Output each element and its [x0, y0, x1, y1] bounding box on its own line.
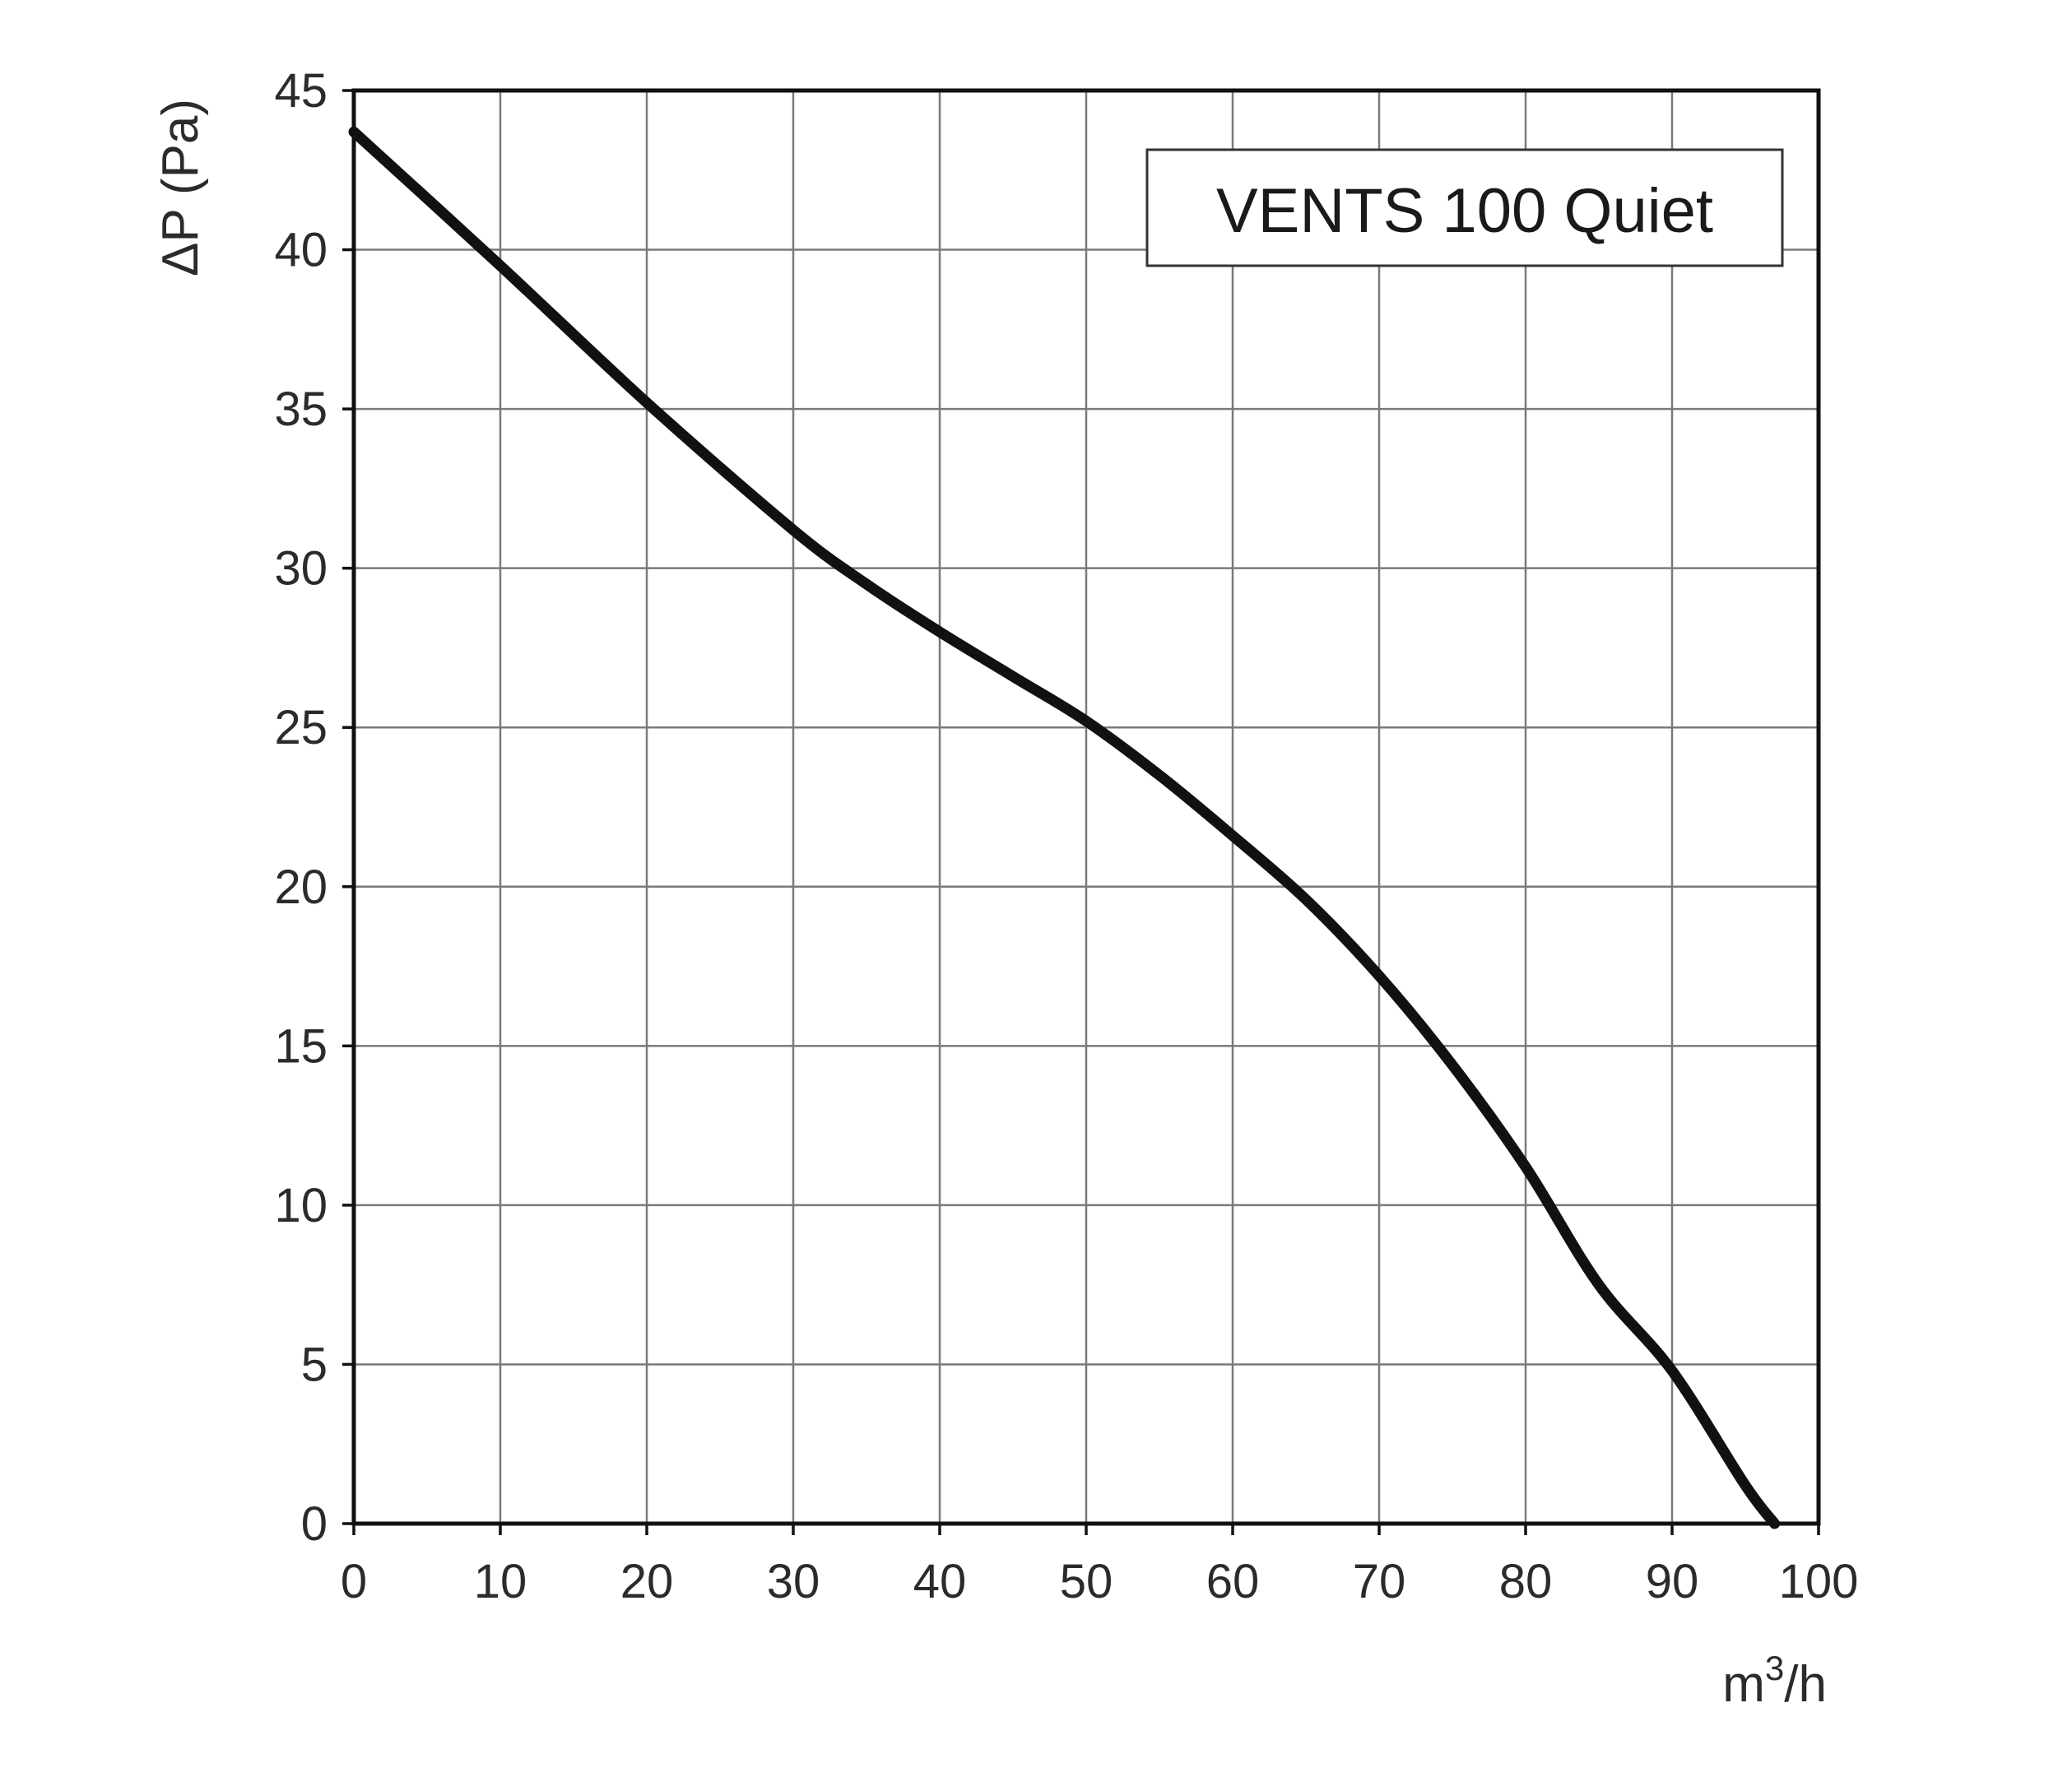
y-axis-title: ΔP (Pa) [152, 99, 209, 276]
series-line [348, 126, 1781, 1529]
data-point [1745, 1485, 1746, 1486]
y-tick-label: 5 [301, 1338, 328, 1391]
y-tick-label: 40 [274, 224, 328, 277]
y-tick-label: 35 [274, 383, 328, 436]
data-point [1306, 899, 1307, 900]
plot-frame [351, 88, 1821, 1526]
y-tick-label: 0 [301, 1497, 328, 1551]
y-tick-label: 10 [274, 1179, 328, 1232]
x-tick-labels: 0 10 20 30 40 50 60 70 80 90 100 [341, 1555, 1859, 1608]
data-point [866, 584, 867, 585]
legend-box [1145, 148, 1784, 267]
x-axis-title-base: m [1722, 1656, 1765, 1713]
data-point [1013, 676, 1014, 677]
y-tick-label: 20 [274, 861, 328, 914]
data-point [647, 402, 648, 403]
x-tick-label: 20 [620, 1555, 674, 1608]
data-point [500, 265, 501, 266]
x-tick-label: 30 [767, 1555, 820, 1608]
x-tick-label: 100 [1779, 1555, 1859, 1608]
x-tick-label: 0 [341, 1555, 367, 1608]
grid [352, 89, 1820, 1525]
y-tick-label: 15 [274, 1019, 328, 1073]
data-point [940, 632, 941, 633]
x-tick-label: 80 [1499, 1555, 1553, 1608]
data-point [793, 530, 794, 531]
legend-label: VENTS 100 Quiet [1216, 176, 1713, 246]
y-tick-label: 45 [274, 64, 328, 118]
series [348, 126, 1781, 1529]
data-point [1159, 775, 1160, 776]
x-tick-label: 10 [474, 1555, 527, 1608]
x-axis-title-superscript: 3 [1765, 1649, 1784, 1687]
x-axis-title: m3/h [1722, 1649, 1827, 1713]
y-tick-labels: 0 5 10 15 20 25 30 35 40 45 [274, 64, 328, 1551]
data-point [1599, 1284, 1600, 1285]
x-axis-title-tail: /h [1784, 1656, 1827, 1713]
x-tick-label: 70 [1353, 1555, 1406, 1608]
x-tick-label: 60 [1206, 1555, 1260, 1608]
y-tick-label: 25 [274, 701, 328, 754]
y-tick-label: 30 [274, 542, 328, 596]
x-tick-label: 90 [1646, 1555, 1699, 1608]
x-tick-label: 40 [913, 1555, 967, 1608]
legend: VENTS 100 Quiet [1145, 148, 1784, 267]
x-tick-label: 50 [1060, 1555, 1113, 1608]
data-point [1379, 976, 1380, 977]
axis-ticks [342, 89, 1820, 1535]
